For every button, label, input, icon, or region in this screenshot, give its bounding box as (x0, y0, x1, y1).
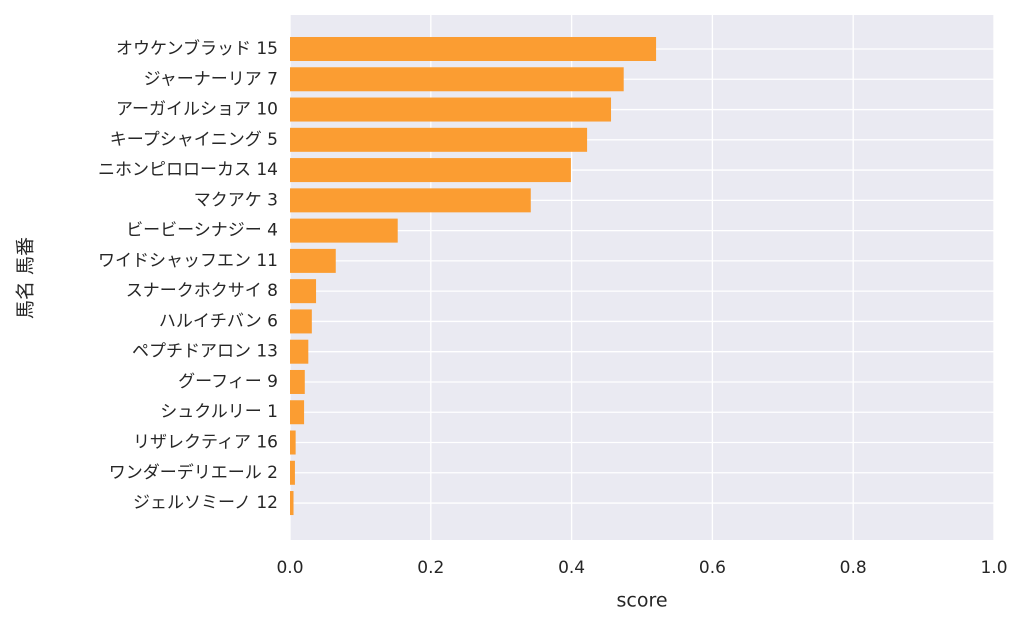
y-tick-label: マクアケ 3 (194, 190, 278, 210)
y-tick-label: ペプチドアロン 13 (132, 342, 278, 362)
y-tick-label: ニホンピロローカス 14 (98, 160, 278, 180)
x-tick-label: 1.0 (980, 558, 1007, 578)
bar (290, 430, 296, 455)
y-tick-label: リザレクティア 16 (133, 433, 278, 453)
y-tick-label: キープシャイニング 5 (110, 130, 278, 150)
y-tick-label: グーフィー 9 (178, 372, 278, 392)
y-tick-label: ジェルソミーノ 12 (133, 493, 278, 513)
y-tick-label: ハルイチバン 6 (159, 311, 278, 331)
bar (290, 248, 336, 273)
bar (290, 67, 624, 92)
y-tick-label: ワンダーデリエール 2 (109, 462, 278, 483)
y-tick-label: シュクルリー 1 (160, 402, 278, 422)
y-tick-label: ビービーシナジー 4 (126, 221, 278, 241)
bar (290, 339, 309, 364)
bar (290, 309, 312, 334)
bar (290, 218, 398, 243)
x-tick-label: 0.2 (417, 558, 444, 578)
y-tick-label: スナークホクサイ 8 (126, 281, 278, 301)
bar (290, 188, 531, 213)
y-tick-label: ワイドシャッフエン 11 (98, 251, 278, 271)
y-axis-label: 馬名 馬番 (15, 237, 37, 319)
x-tick-label: 0.4 (558, 558, 585, 578)
bar (290, 158, 571, 183)
plot-area (290, 15, 994, 540)
bar (290, 37, 657, 61)
bar (290, 460, 295, 485)
bar (290, 400, 305, 425)
y-tick-label: アーガイルショア 10 (116, 100, 278, 120)
bar (290, 127, 588, 152)
bar (290, 97, 612, 122)
y-tick-label: オウケンブラッド 15 (116, 38, 278, 59)
x-tick-label: 0.8 (840, 558, 867, 578)
bar (290, 279, 317, 304)
y-tick-label: ジャーナーリア 7 (144, 69, 278, 89)
x-axis-label: score (616, 590, 667, 612)
x-tick-label: 0.0 (276, 558, 303, 578)
x-tick-label: 0.6 (699, 558, 726, 578)
bar (290, 491, 294, 516)
bar (290, 369, 305, 394)
